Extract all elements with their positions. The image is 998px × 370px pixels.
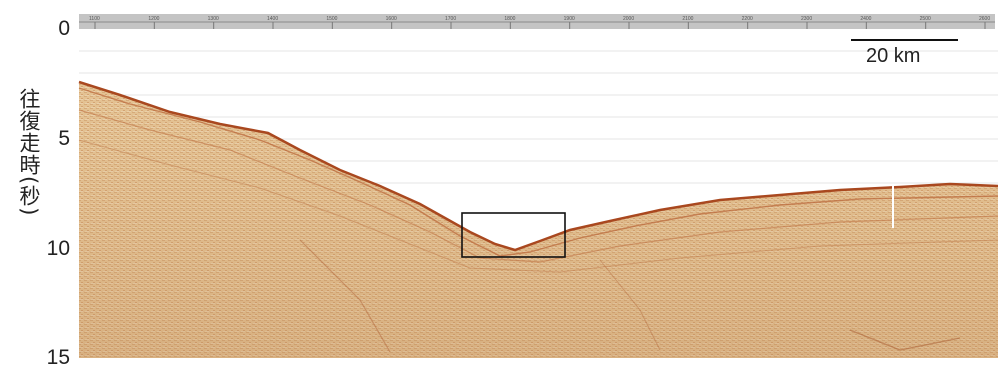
- ruler-label: 2600: [979, 16, 990, 22]
- y-tick-0: 0: [58, 17, 70, 40]
- y-tick-10: 10: [46, 237, 70, 260]
- ruler-label: 2300: [801, 16, 812, 22]
- ruler-label: 2400: [860, 16, 871, 22]
- ruler-label: 1100: [89, 16, 100, 22]
- ruler-label: 2200: [742, 16, 753, 22]
- ruler-label: 2000: [623, 16, 634, 22]
- ruler-label: 2100: [682, 16, 693, 22]
- ruler-label: 1600: [386, 16, 397, 22]
- scale-bar-label: 20 km: [866, 45, 921, 67]
- ruler-label: 1300: [208, 16, 219, 22]
- y-axis-label: 往復走時(秒): [17, 88, 41, 217]
- ruler-label: 1500: [326, 16, 337, 22]
- y-tick-15: 15: [46, 346, 70, 369]
- y-tick-5: 5: [58, 127, 70, 150]
- ruler-label: 1800: [504, 16, 515, 22]
- ruler-label: 1700: [445, 16, 456, 22]
- ruler-label: 1400: [267, 16, 278, 22]
- ruler-label: 1200: [148, 16, 159, 22]
- seafloor-reflector: [78, 80, 998, 252]
- ruler-label: 2500: [920, 16, 931, 22]
- highlight-box: [461, 212, 566, 258]
- ruler-label: 1900: [564, 16, 575, 22]
